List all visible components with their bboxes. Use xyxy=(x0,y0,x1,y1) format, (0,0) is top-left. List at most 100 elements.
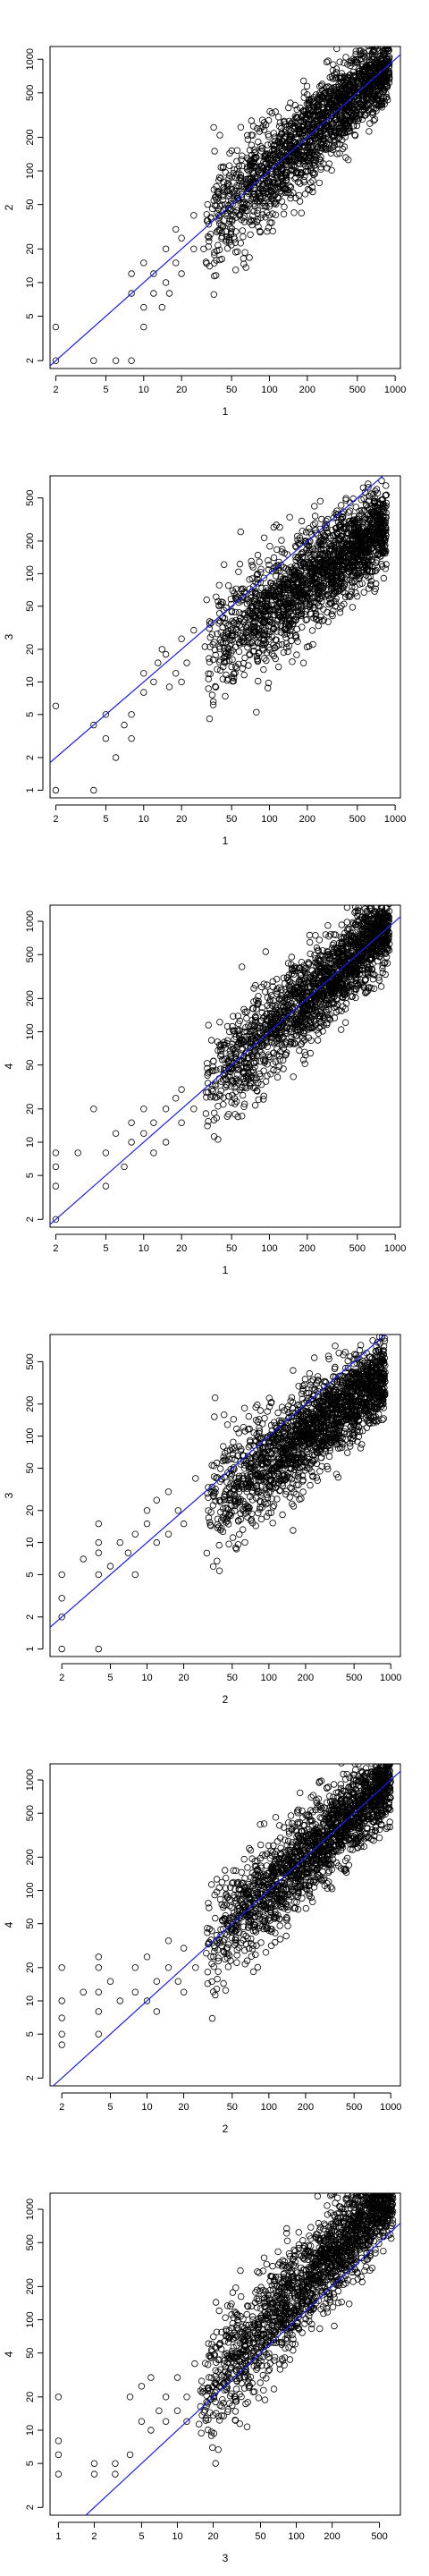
data-point xyxy=(307,554,315,561)
data-point xyxy=(339,514,346,521)
y-tick-label: 500 xyxy=(25,946,36,962)
data-point xyxy=(205,233,212,241)
data-point xyxy=(323,572,331,580)
data-point xyxy=(311,520,319,527)
data-point xyxy=(331,1014,339,1021)
data-point xyxy=(324,608,331,616)
data-point xyxy=(235,169,242,176)
data-point xyxy=(323,521,330,528)
x-tick-label: 10 xyxy=(139,814,149,825)
data-point xyxy=(289,603,297,611)
data-point xyxy=(339,145,347,153)
data-point xyxy=(304,123,311,130)
data-point xyxy=(331,588,338,595)
data-point xyxy=(257,228,264,236)
data-point xyxy=(309,640,316,648)
data-point xyxy=(162,1139,170,1146)
data-point xyxy=(277,187,285,195)
data-point xyxy=(128,735,135,742)
data-point xyxy=(215,602,223,609)
data-point xyxy=(269,582,276,590)
data-point xyxy=(379,50,387,58)
data-point xyxy=(333,97,341,105)
x-tick-label: 100 xyxy=(261,385,277,395)
data-point xyxy=(276,594,283,601)
data-point xyxy=(219,675,227,682)
data-point xyxy=(150,290,157,297)
data-point xyxy=(340,566,347,573)
data-point xyxy=(368,72,376,79)
data-point xyxy=(240,640,248,647)
data-point xyxy=(266,988,273,996)
data-point xyxy=(319,138,327,146)
data-point xyxy=(313,142,320,149)
data-point xyxy=(309,156,317,164)
y-tick-label: 500 xyxy=(25,85,36,101)
data-point xyxy=(239,200,247,208)
data-point xyxy=(216,643,223,650)
data-point xyxy=(342,495,349,502)
data-point xyxy=(315,122,323,129)
data-point xyxy=(265,132,273,140)
data-point xyxy=(314,587,321,595)
data-point xyxy=(224,581,232,589)
data-point xyxy=(256,1042,263,1050)
data-point xyxy=(244,207,251,215)
y-tick-label: 1000 xyxy=(25,911,36,932)
data-point xyxy=(383,93,391,101)
y-tick-label: 20 xyxy=(25,1104,36,1114)
data-point xyxy=(267,1071,274,1078)
data-point xyxy=(217,1087,225,1095)
data-point xyxy=(343,106,351,113)
data-point xyxy=(220,178,227,186)
data-point xyxy=(273,1073,282,1081)
data-point xyxy=(296,128,304,136)
data-point xyxy=(226,190,234,198)
data-point xyxy=(317,559,325,566)
data-point xyxy=(327,87,334,94)
data-point xyxy=(381,548,388,555)
data-point xyxy=(226,642,233,649)
x-tick-label: 5 xyxy=(103,814,108,825)
data-point xyxy=(355,569,362,576)
data-point xyxy=(350,513,358,520)
data-point xyxy=(352,994,359,1002)
data-point xyxy=(380,574,388,582)
data-point xyxy=(276,123,283,130)
data-point xyxy=(359,68,366,76)
data-point xyxy=(309,545,316,553)
data-point xyxy=(314,541,321,549)
data-point xyxy=(178,1119,185,1126)
x-tick-label: 50 xyxy=(226,385,237,395)
data-point xyxy=(274,615,282,623)
scatter-panel-3: 2 5 10 20 50 100 200 500 10002510205010020050010… xyxy=(3,904,406,1276)
data-point xyxy=(342,77,350,84)
data-point xyxy=(307,179,315,186)
data-point xyxy=(336,149,343,157)
data-point xyxy=(258,145,266,152)
data-point xyxy=(244,639,251,646)
data-point xyxy=(285,126,293,133)
data-point xyxy=(339,84,346,92)
data-point xyxy=(275,1063,282,1071)
data-point xyxy=(216,131,223,139)
data-point xyxy=(212,272,220,279)
data-point xyxy=(314,1037,322,1044)
data-point xyxy=(317,165,324,173)
data-point xyxy=(361,559,368,567)
data-point xyxy=(303,114,310,123)
x-tick-label: 2 xyxy=(53,385,58,395)
data-point xyxy=(233,157,240,165)
data-point xyxy=(330,531,337,539)
data-point xyxy=(250,181,258,189)
data-point xyxy=(178,678,185,686)
data-point xyxy=(225,1093,232,1100)
data-point xyxy=(262,194,269,202)
data-point xyxy=(304,580,311,588)
data-point xyxy=(365,480,372,487)
data-point xyxy=(270,554,278,562)
data-point xyxy=(235,182,242,190)
data-point xyxy=(306,931,314,939)
data-point xyxy=(356,112,363,119)
